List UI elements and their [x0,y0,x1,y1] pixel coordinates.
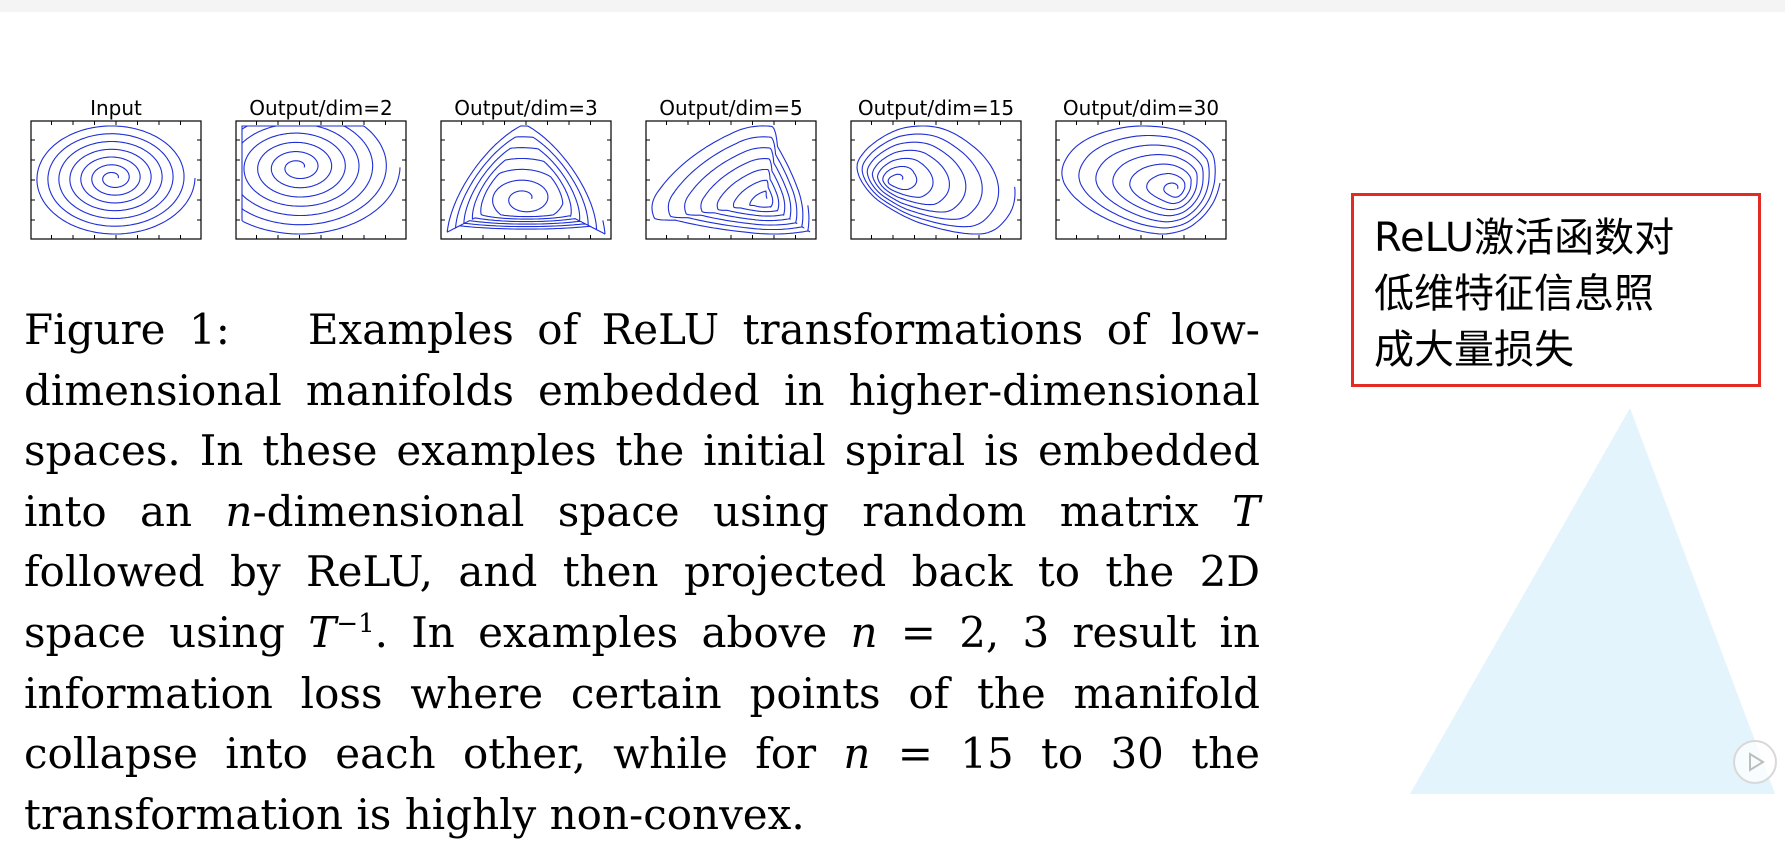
caption-text: result in information loss where certain… [24,607,1261,779]
spiral-plot [235,120,407,240]
math-equation: = 15 [870,729,1014,779]
math-var: n [225,486,253,536]
panel-title: Output/dim=3 [454,96,598,120]
math-var: T [308,607,337,657]
panel-title: Output/dim=2 [249,96,393,120]
spiral-curve [651,125,811,235]
math-var: n [850,607,878,657]
spiral-curve [36,125,196,235]
math-equation: = 2, 3 [877,607,1050,657]
panel-title: Output/dim=30 [1062,96,1220,120]
panel-title: Input [90,96,142,120]
spiral-plot [850,120,1022,240]
spiral-plot [30,120,202,240]
caption-text: -dimensional space using random matrix [252,486,1232,536]
panel-dim30: Output/dim=30 [1055,96,1227,240]
panel-dim15: Output/dim=15 [850,96,1022,240]
spiral-curve [241,125,401,235]
spiral-curve [856,125,1016,235]
math-superscript: −1 [336,608,375,639]
panel-title: Output/dim=5 [659,96,803,120]
spiral-curve [446,125,606,235]
panel-dim5: Output/dim=5 [645,96,817,240]
spiral-curve [1061,125,1221,235]
spiral-plot [440,120,612,240]
figure-caption: Figure 1: Examples of ReLU transformation… [24,300,1260,845]
math-var: n [843,729,871,779]
annotation-box: ReLU激活函数对 低维特征信息照 成大量损失 [1351,193,1761,387]
spiral-plot [645,120,817,240]
panel-title: Output/dim=15 [857,96,1015,120]
caption-text: . In examples above [374,607,851,657]
background-triangle [1410,408,1775,794]
caption-label: Figure 1: [24,305,230,354]
panel-dim2: Output/dim=2 [235,96,407,240]
top-bar [0,0,1785,12]
caption-text: Examples of ReLU transformations of low-… [24,305,1260,536]
play-icon [1749,752,1765,772]
math-var: T [1231,486,1260,536]
panel-dim3: Output/dim=3 [440,96,612,240]
panel-input: Input [30,96,202,240]
caption-text: followed by ReLU, and then projected bac… [24,547,1260,657]
play-button[interactable] [1733,740,1777,784]
spiral-plot [1055,120,1227,240]
